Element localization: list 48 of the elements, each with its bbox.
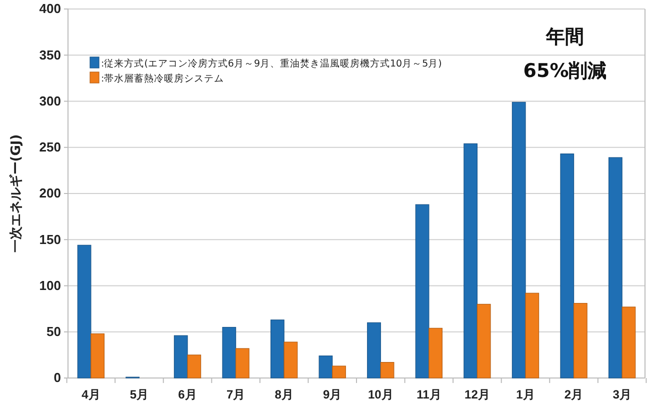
x-tick-label: 4月	[82, 388, 100, 402]
bar	[476, 304, 491, 378]
y-tick-label: 250	[39, 140, 61, 155]
x-tick-label: 3月	[612, 388, 632, 402]
y-tick-label: 150	[39, 232, 61, 247]
bar	[318, 356, 333, 378]
x-tick-label: 2月	[564, 388, 584, 402]
bar	[415, 204, 430, 378]
bar	[464, 143, 478, 378]
y-tick-label: 200	[39, 186, 61, 201]
bar	[90, 333, 105, 378]
bar	[332, 366, 346, 378]
x-tick-label: 10月	[368, 388, 394, 402]
x-tick-label: 7月	[226, 388, 246, 402]
x-tick-label: 5月	[130, 388, 149, 402]
x-tick-label: 9月	[323, 388, 342, 402]
legend-label: :従来方式(エアコン冷房方式6月～9月、重油焚き温風暖房機方式10月～5月)	[101, 58, 442, 70]
bar	[367, 322, 381, 378]
bar	[608, 157, 622, 378]
bar	[222, 326, 236, 378]
x-tick-label: 12月	[464, 388, 490, 402]
y-tick-label: 300	[39, 93, 61, 108]
annotation: 65%削減	[523, 60, 607, 82]
bar	[428, 328, 443, 378]
bar	[284, 342, 298, 378]
bar	[174, 335, 188, 378]
bar	[512, 102, 526, 378]
x-tick-label: 6月	[178, 388, 197, 402]
y-tick-label: 350	[39, 47, 61, 62]
y-axis-title: 一次エネルギー(GJ)	[9, 134, 24, 253]
bar	[380, 362, 394, 378]
bar	[270, 320, 284, 378]
bar	[77, 244, 92, 378]
legend-label: :帯水層蓄熱冷暖房システム	[101, 72, 224, 84]
bar	[573, 302, 588, 378]
y-tick-label: 100	[39, 278, 61, 293]
x-tick-label: 11月	[416, 388, 442, 402]
y-tick-label: 50	[46, 324, 61, 340]
bar	[525, 292, 540, 378]
bar	[622, 306, 636, 378]
bar	[560, 154, 574, 378]
x-tick-label: 1月	[516, 388, 535, 402]
y-tick-label: 0	[54, 370, 61, 386]
y-tick-label: 400	[39, 1, 61, 16]
bar	[187, 354, 202, 378]
bar	[235, 348, 250, 378]
annotation: 年間	[545, 26, 584, 48]
x-tick-label: 8月	[274, 388, 294, 402]
